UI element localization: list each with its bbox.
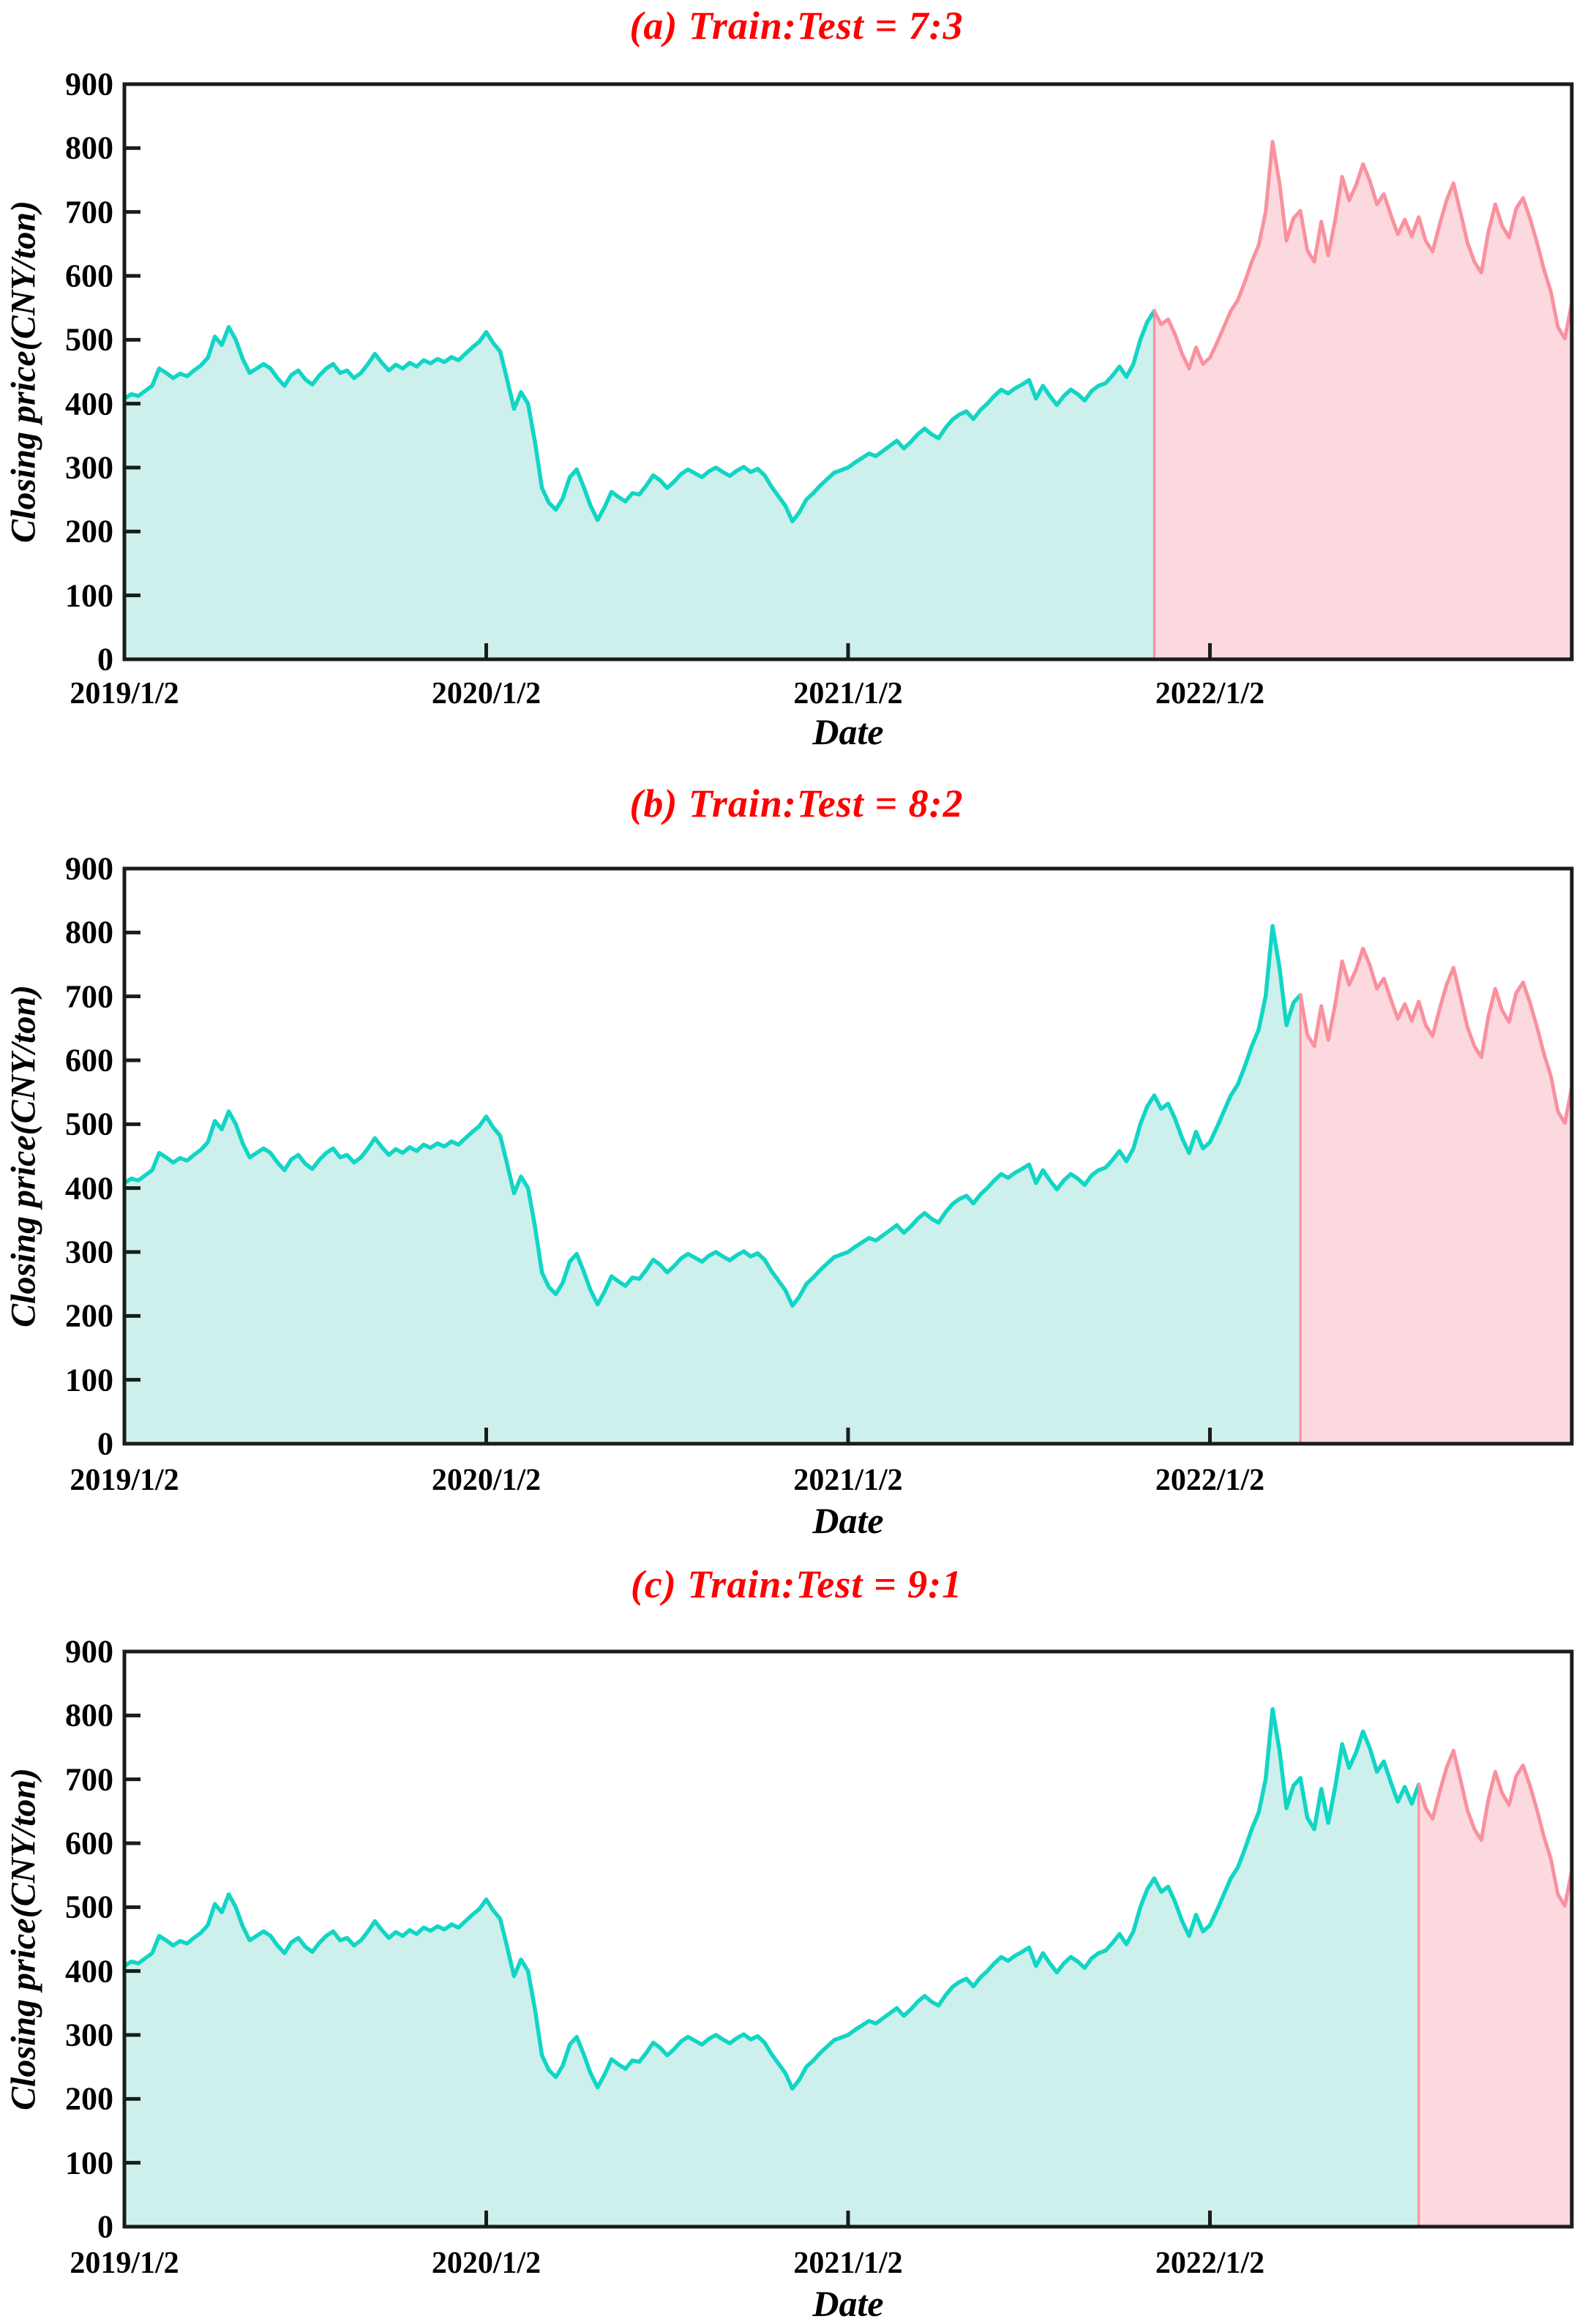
y-tick-label-c-400: 400 bbox=[65, 1953, 113, 1990]
y-tick-label-b-500: 500 bbox=[65, 1106, 113, 1142]
y-tick-label-b-800: 800 bbox=[65, 914, 113, 951]
x-tick-label-a-2021/1/2: 2021/1/2 bbox=[793, 677, 903, 711]
chart-c-x-axis-label: Date bbox=[812, 2283, 884, 2324]
test-area-c bbox=[1418, 1750, 1572, 2225]
x-tick-label-b-2021/1/2: 2021/1/2 bbox=[793, 1463, 903, 1497]
y-tick-label-a-300: 300 bbox=[65, 449, 113, 486]
test-series-line-c bbox=[1417, 1748, 1574, 1908]
y-tick-label-a-400: 400 bbox=[65, 386, 113, 422]
chart-b-title: (b) Train:Test = 8:2 bbox=[629, 781, 964, 825]
y-tick-label-c-500: 500 bbox=[65, 1889, 113, 1925]
y-tick-label-b-400: 400 bbox=[65, 1170, 113, 1207]
train-series-line-c bbox=[122, 1706, 1421, 2091]
y-tick-label-c-800: 800 bbox=[65, 1697, 113, 1733]
chart-a-x-axis-label: Date bbox=[812, 711, 884, 752]
y-tick-label-b-0: 0 bbox=[97, 1425, 113, 1462]
x-tick-label-c-2021/1/2: 2021/1/2 bbox=[793, 2246, 903, 2280]
x-tick-label-b-2020/1/2: 2020/1/2 bbox=[431, 1463, 541, 1497]
x-tick-label-a-2020/1/2: 2020/1/2 bbox=[431, 677, 541, 711]
y-tick-label-b-700: 700 bbox=[65, 978, 113, 1015]
y-tick-label-c-600: 600 bbox=[65, 1825, 113, 1862]
chart-c-y-axis-label: Closing price(CNY/ton) bbox=[4, 1767, 43, 2111]
y-tick-label-b-600: 600 bbox=[65, 1042, 113, 1079]
y-tick-label-b-200: 200 bbox=[65, 1297, 113, 1334]
train-series-line-a bbox=[122, 309, 1157, 524]
x-tick-label-c-2022/1/2: 2022/1/2 bbox=[1155, 2246, 1265, 2280]
x-tick-label-b-2022/1/2: 2022/1/2 bbox=[1155, 1463, 1265, 1497]
y-tick-label-b-300: 300 bbox=[65, 1234, 113, 1270]
y-tick-label-a-0: 0 bbox=[97, 641, 113, 678]
y-tick-label-b-100: 100 bbox=[65, 1362, 113, 1398]
test-series-line-b bbox=[1298, 946, 1574, 1125]
y-tick-label-a-100: 100 bbox=[65, 577, 113, 614]
train-area-a bbox=[124, 311, 1155, 658]
chart-b-x-axis-label: Date bbox=[812, 1500, 884, 1541]
y-tick-label-a-700: 700 bbox=[65, 194, 113, 230]
y-tick-label-c-200: 200 bbox=[65, 2080, 113, 2117]
y-tick-label-c-700: 700 bbox=[65, 1761, 113, 1798]
y-tick-label-a-200: 200 bbox=[65, 513, 113, 550]
test-area-b bbox=[1300, 948, 1572, 1442]
y-tick-label-a-800: 800 bbox=[65, 130, 113, 166]
y-tick-label-c-0: 0 bbox=[97, 2208, 113, 2245]
x-tick-label-a-2022/1/2: 2022/1/2 bbox=[1155, 677, 1265, 711]
chart-a-title: (a) Train:Test = 7:3 bbox=[629, 4, 964, 48]
y-tick-label-c-300: 300 bbox=[65, 2017, 113, 2053]
x-tick-label-c-2019/1/2: 2019/1/2 bbox=[70, 2246, 179, 2280]
x-tick-label-b-2019/1/2: 2019/1/2 bbox=[70, 1463, 179, 1497]
y-tick-label-a-600: 600 bbox=[65, 258, 113, 294]
x-tick-label-a-2019/1/2: 2019/1/2 bbox=[70, 677, 179, 711]
y-tick-label-c-100: 100 bbox=[65, 2145, 113, 2181]
test-series-line-a bbox=[1152, 140, 1574, 371]
y-tick-label-a-900: 900 bbox=[65, 66, 113, 102]
chart-c-title: (c) Train:Test = 9:1 bbox=[630, 1562, 963, 1606]
train-series-line-b bbox=[122, 923, 1302, 1308]
plot-border-b bbox=[122, 866, 1574, 1446]
chart-b-y-axis-label: Closing price(CNY/ton) bbox=[4, 984, 43, 1328]
chart-a-y-axis-label: Closing price(CNY/ton) bbox=[4, 200, 43, 544]
test-area-a bbox=[1154, 141, 1572, 658]
y-tick-label-a-500: 500 bbox=[65, 321, 113, 358]
x-tick-label-c-2020/1/2: 2020/1/2 bbox=[431, 2246, 541, 2280]
y-tick-label-b-900: 900 bbox=[65, 850, 113, 887]
train-area-c bbox=[124, 1709, 1419, 2225]
train-area-b bbox=[124, 926, 1301, 1442]
plot-border-a bbox=[122, 82, 1574, 661]
y-tick-label-c-900: 900 bbox=[65, 1633, 113, 1670]
plot-border-c bbox=[122, 1649, 1574, 2229]
